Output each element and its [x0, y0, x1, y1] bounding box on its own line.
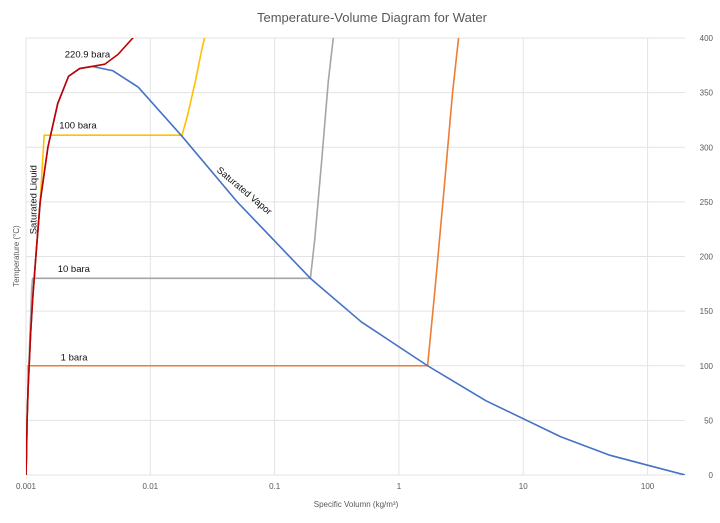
- tick-labels: 0.001 0.01 0.1 1 10 100 0 50 100 150 200 250 300 350 4…: [16, 34, 714, 491]
- series-lines: [26, 38, 685, 475]
- annotation-label: Saturated Liquid: [29, 165, 40, 234]
- annotation-label: 10 bara: [58, 264, 91, 275]
- series-line-4: [26, 38, 460, 475]
- x-tick-label: 0.01: [143, 482, 159, 491]
- x-tick-label: 100: [641, 482, 655, 491]
- annotations: 220.9 bara 100 bara 10 bara 1 bara Saturated…: [29, 50, 274, 364]
- gridlines: [25, 37, 685, 476]
- x-axis-label: Specific Volumn (kg/m³): [314, 500, 399, 509]
- x-tick-label: 10: [519, 482, 528, 491]
- chart-title: Temperature-Volume Diagram for Water: [257, 10, 488, 25]
- y-tick-label: 350: [700, 89, 714, 98]
- series-line-2: [26, 38, 206, 475]
- y-tick-label: 200: [700, 253, 714, 262]
- annotation-label: 100 bara: [59, 121, 97, 132]
- x-tick-label: 1: [397, 482, 402, 491]
- x-tick-label: 0.001: [16, 482, 37, 491]
- y-axis-label: Temperature (°C): [12, 225, 21, 287]
- y-tick-label: 150: [700, 307, 714, 316]
- series-line-1: [26, 38, 134, 475]
- x-tick-label: 0.1: [269, 482, 281, 491]
- annotation-label: 1 bara: [61, 352, 89, 363]
- y-tick-label: 250: [700, 198, 714, 207]
- y-tick-label: 300: [700, 143, 714, 152]
- series-line-0: [26, 65, 685, 475]
- y-tick-label: 400: [700, 34, 714, 43]
- y-tick-label: 0: [709, 471, 714, 480]
- y-tick-label: 50: [704, 416, 713, 425]
- y-tick-label: 100: [700, 362, 714, 371]
- annotation-label: 220.9 bara: [65, 50, 111, 61]
